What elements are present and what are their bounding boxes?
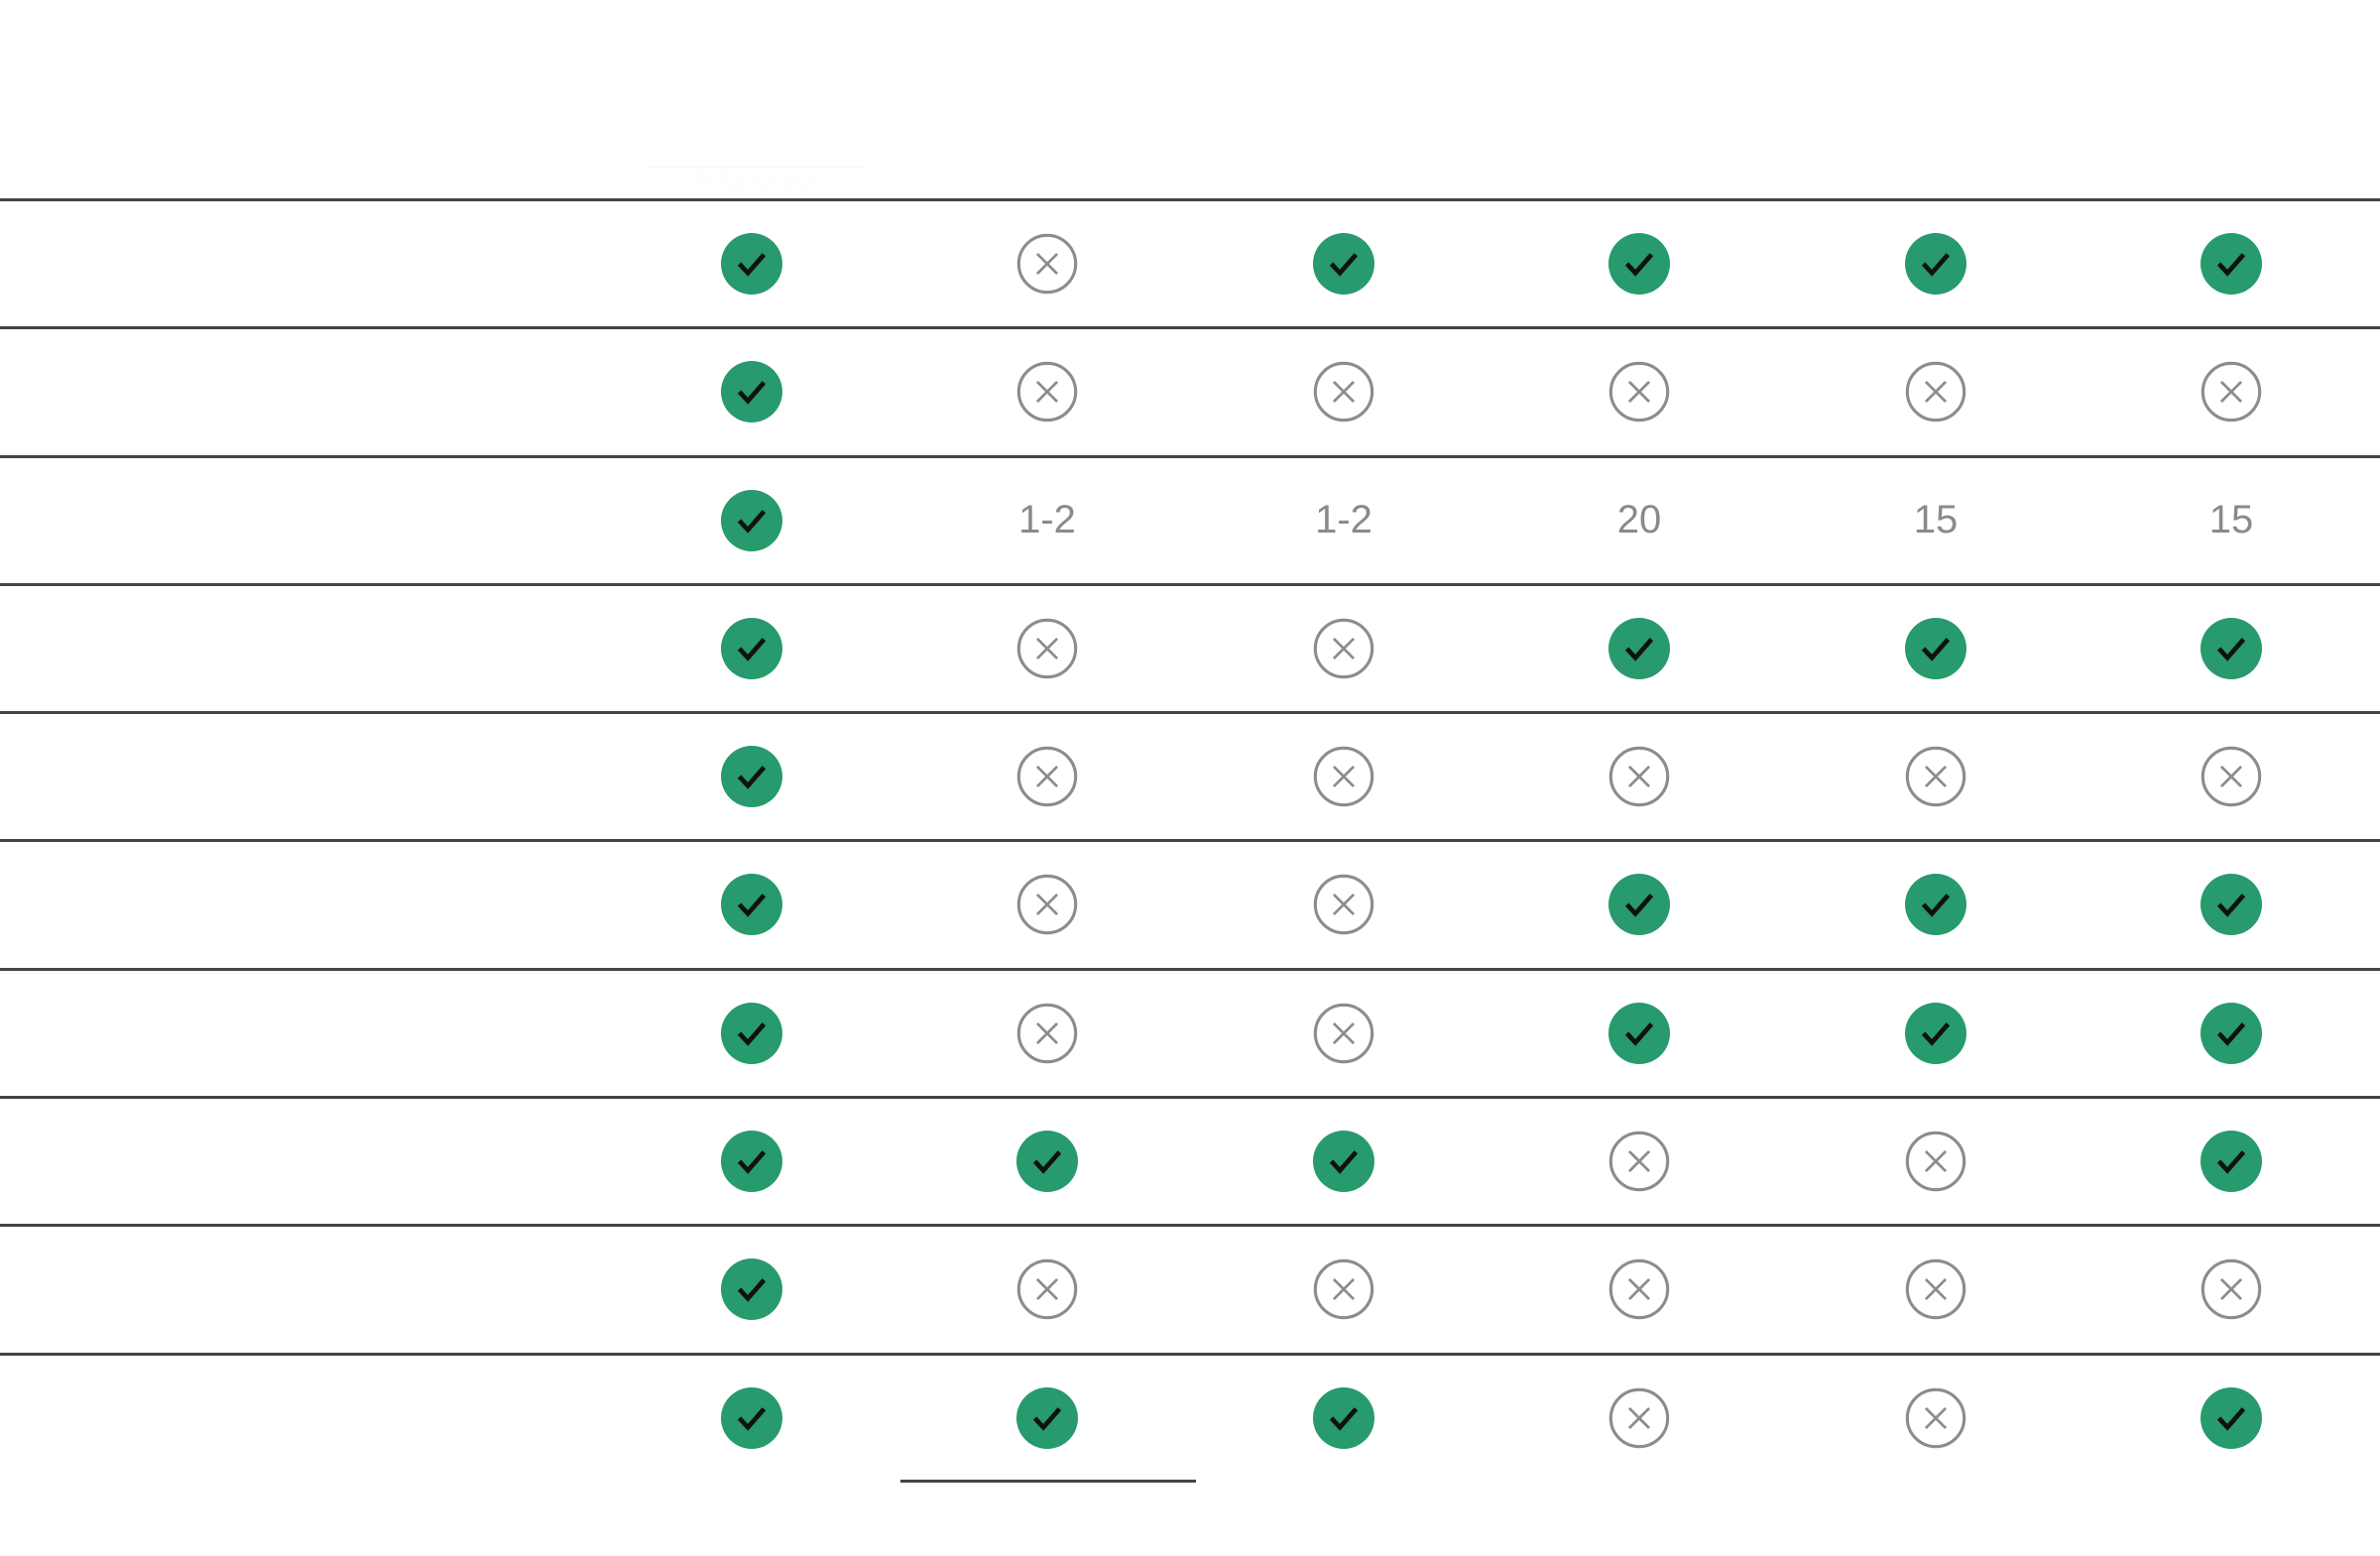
x-circle-icon [1284, 842, 1403, 967]
table-row [0, 326, 2380, 454]
logo-brand-text: TAIMA [636, 102, 852, 166]
x-circle-icon [1876, 329, 1995, 454]
table-row [0, 1224, 2380, 1352]
registered-mark: ® [851, 121, 872, 137]
check-circle-icon [692, 201, 811, 326]
check-circle-icon [1876, 971, 1995, 1096]
check-circle-icon [1876, 201, 1995, 326]
check-circle-icon [692, 842, 811, 967]
x-circle-icon [1580, 714, 1699, 839]
logo-rule [645, 166, 863, 169]
check-circle-icon [1876, 586, 1995, 711]
check-circle-icon [692, 971, 811, 1096]
table-row [0, 711, 2380, 839]
x-circle-icon [988, 842, 1107, 967]
table-row [0, 582, 2380, 711]
table-row [0, 839, 2380, 967]
check-circle-icon [692, 1356, 811, 1481]
x-circle-icon [988, 586, 1107, 711]
brand-logo: TAIMA® TITANIUM [635, 99, 873, 198]
check-circle-icon [988, 1356, 1107, 1481]
cell-value: 15 [1913, 498, 1959, 542]
logo-subtitle: TITANIUM [690, 170, 817, 197]
check-circle-icon [2172, 1099, 2291, 1224]
cell-value: 1-2 [1018, 498, 1076, 542]
check-circle-icon [2172, 201, 2291, 326]
check-circle-icon [692, 1227, 811, 1352]
cell-value: 20 [1616, 498, 1662, 542]
x-circle-icon [988, 329, 1107, 454]
active-column-underline [900, 1480, 1196, 1483]
table-cell: 1-2 [1284, 458, 1403, 583]
table-row: 1-2 1-2 20 15 15 [0, 454, 2380, 583]
x-circle-icon [988, 201, 1107, 326]
x-circle-icon [988, 714, 1107, 839]
table-cell: 15 [1876, 458, 1995, 583]
table-cell: 15 [2172, 458, 2291, 583]
x-circle-icon [1284, 1227, 1403, 1352]
table-row [0, 1352, 2380, 1481]
x-circle-icon [1580, 329, 1699, 454]
check-circle-icon [1876, 842, 1995, 967]
check-circle-icon [1284, 1356, 1403, 1481]
x-circle-icon [2172, 714, 2291, 839]
check-circle-icon [692, 458, 811, 583]
x-circle-icon [1284, 586, 1403, 711]
check-circle-icon [1284, 201, 1403, 326]
x-circle-icon [988, 971, 1107, 1096]
x-circle-icon [1580, 1356, 1699, 1481]
table-cell: 1-2 [988, 458, 1107, 583]
check-circle-icon [2172, 586, 2291, 711]
table-row [0, 967, 2380, 1096]
table-cell: 20 [1580, 458, 1699, 583]
check-circle-icon [692, 1099, 811, 1224]
x-circle-icon [1876, 1227, 1995, 1352]
check-circle-icon [692, 714, 811, 839]
x-circle-icon [1284, 329, 1403, 454]
x-circle-icon [1876, 714, 1995, 839]
x-circle-icon [1580, 1099, 1699, 1224]
check-circle-icon [988, 1099, 1107, 1224]
check-circle-icon [1284, 1099, 1403, 1224]
comparison-table: 1-2 1-2 20 15 15 [0, 198, 2380, 1481]
x-circle-icon [2172, 1227, 2291, 1352]
check-circle-icon [1580, 586, 1699, 711]
cell-value: 1-2 [1315, 498, 1372, 542]
x-circle-icon [1580, 1227, 1699, 1352]
x-circle-icon [1876, 1356, 1995, 1481]
x-circle-icon [1876, 1099, 1995, 1224]
check-circle-icon [2172, 1356, 2291, 1481]
x-circle-icon [2172, 329, 2291, 454]
check-circle-icon [692, 329, 811, 454]
check-circle-icon [2172, 842, 2291, 967]
check-circle-icon [692, 586, 811, 711]
table-row [0, 1096, 2380, 1224]
check-circle-icon [1580, 201, 1699, 326]
check-circle-icon [2172, 971, 2291, 1096]
x-circle-icon [1284, 714, 1403, 839]
x-circle-icon [988, 1227, 1107, 1352]
check-circle-icon [1580, 842, 1699, 967]
table-row [0, 198, 2380, 326]
x-circle-icon [1284, 971, 1403, 1096]
logo-brand: TAIMA® [635, 99, 873, 165]
check-circle-icon [1580, 971, 1699, 1096]
cell-value: 15 [2208, 498, 2254, 542]
